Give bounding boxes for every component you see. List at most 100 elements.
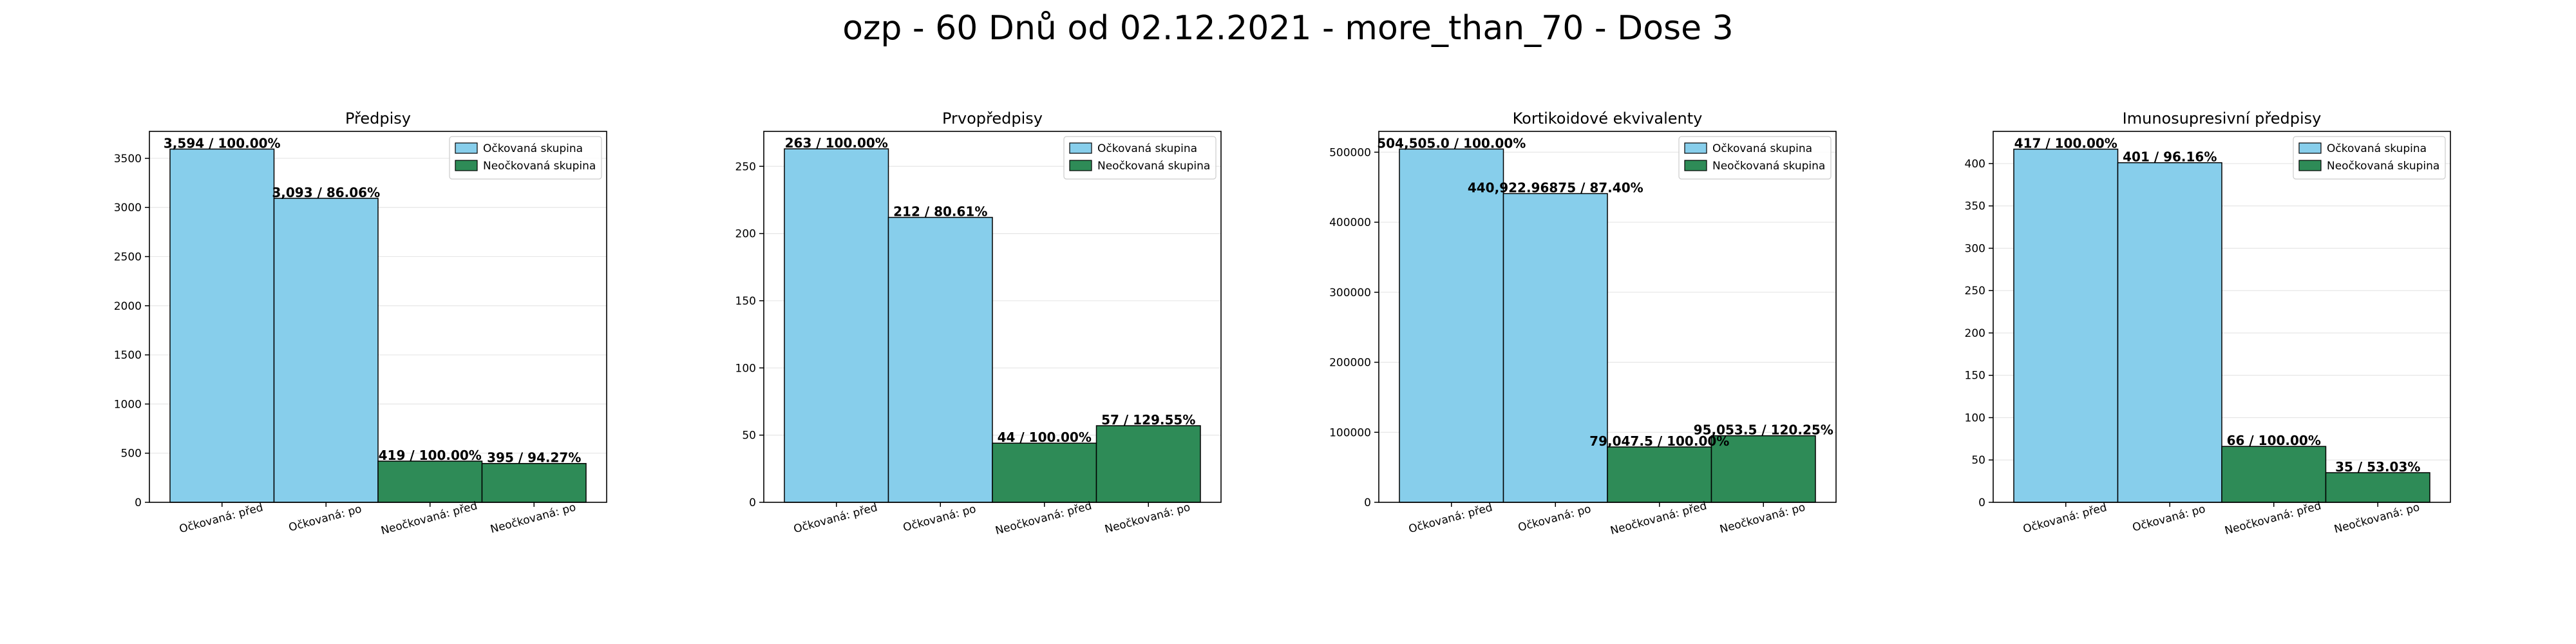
y-tick-label: 150 [735, 295, 756, 308]
legend-label: Očkovaná skupina [1097, 142, 1197, 155]
y-tick-label: 200000 [1329, 357, 1371, 370]
bar[interactable] [887, 216, 993, 503]
x-tick-label: Neočkovaná: před [1609, 500, 1708, 538]
x-tick-label: Očkovaná: před [1407, 501, 1493, 536]
y-tick-label: 250 [1965, 285, 1985, 298]
figure-title: ozp - 60 Dnů od 02.12.2021 - more_than_7… [842, 9, 1734, 48]
data-label: 504,505.0 / 100.00% [1377, 135, 1526, 151]
x-tick-label: Očkovaná: po [1517, 502, 1593, 534]
data-label: 79,047.5 / 100.00% [1589, 433, 1729, 449]
legend-label: Neočkovaná skupina [1712, 160, 1825, 173]
axes-frame [1378, 131, 1837, 503]
x-tick-label: Očkovaná: po [287, 502, 363, 534]
y-tick-label: 150 [1965, 370, 1985, 383]
x-tick-label: Neočkovaná: po [2333, 501, 2421, 536]
bar[interactable] [992, 442, 1097, 503]
data-label: 44 / 100.00% [998, 430, 1092, 445]
bar[interactable] [2221, 446, 2327, 503]
legend: Očkovaná skupina Neočkovaná skupina [1678, 136, 1832, 180]
x-tick-label: Neočkovaná: po [1718, 501, 1806, 536]
legend-label: Neočkovaná skupina [2327, 160, 2439, 173]
data-label: 419 / 100.00% [379, 448, 482, 463]
x-tick-label: Očkovaná: před [178, 501, 264, 536]
bar[interactable] [1502, 193, 1608, 503]
y-tick-label: 350 [1965, 200, 1985, 213]
y-tick-label: 1000 [114, 398, 142, 411]
legend-label: Očkovaná skupina [483, 142, 583, 155]
y-tick-label: 500000 [1329, 146, 1371, 159]
x-tick-label: Očkovaná: před [2022, 501, 2108, 536]
bar[interactable] [1095, 425, 1201, 503]
bar[interactable] [169, 148, 275, 503]
data-label: 212 / 80.61% [893, 204, 987, 220]
data-label: 395 / 94.27% [487, 450, 581, 466]
bar[interactable] [1607, 446, 1712, 503]
legend-swatch [1684, 160, 1707, 171]
data-label: 95,053.5 / 120.25% [1694, 422, 1833, 438]
chart-title: Prvopředpisy [942, 109, 1043, 128]
y-tick-label: 500 [121, 448, 142, 460]
data-label: 263 / 100.00% [785, 135, 888, 151]
y-tick-label: 400000 [1329, 216, 1371, 229]
y-tick-label: 300000 [1329, 287, 1371, 299]
chart-panel-3: Kortikoidové ekvivalenty 0 100000 200000 300… [1329, 109, 1837, 538]
legend-swatch [455, 160, 478, 171]
x-tick-label: Očkovaná: před [792, 501, 878, 536]
y-tick-label: 250 [735, 160, 756, 173]
bar[interactable] [273, 198, 379, 503]
bar[interactable] [2013, 148, 2119, 503]
y-tick-label: 200 [1965, 327, 1985, 340]
legend-label: Očkovaná skupina [1712, 142, 1812, 155]
x-tick-label: Neočkovaná: po [489, 501, 577, 536]
legend-box [449, 136, 602, 180]
y-tick-label: 2500 [114, 251, 142, 263]
y-tick-label: 200 [735, 228, 756, 241]
bar[interactable] [2117, 162, 2222, 503]
data-label: 35 / 53.03% [2335, 459, 2420, 475]
data-label: 57 / 129.55% [1101, 412, 1195, 428]
y-tick-label: 50 [742, 430, 756, 442]
legend: Očkovaná skupina Neočkovaná skupina [2293, 136, 2446, 180]
x-tick-label: Neočkovaná: před [2223, 500, 2322, 538]
legend-label: Neočkovaná skupina [483, 160, 596, 173]
x-tick-label: Neočkovaná: před [379, 500, 478, 538]
y-tick-label: 1500 [114, 349, 142, 362]
axes-frame [149, 131, 607, 503]
y-tick-label: 2000 [114, 300, 142, 313]
x-tick-label: Neočkovaná: před [994, 500, 1093, 538]
chart-panel-1: Předpisy 0 500 1000 1500 2000 2500 3000 3500 3,59… [114, 109, 607, 538]
y-tick-label: 3500 [114, 153, 142, 166]
y-tick-label: 50 [1971, 454, 1985, 467]
bar[interactable] [784, 148, 889, 503]
y-tick-label: 0 [135, 497, 142, 509]
data-label: 417 / 100.00% [2014, 136, 2117, 151]
data-label: 3,594 / 100.00% [164, 135, 281, 151]
legend-swatch [1684, 142, 1707, 154]
x-tick-label: Očkovaná: po [2131, 502, 2207, 534]
legend: Očkovaná skupina Neočkovaná skupina [1063, 136, 1217, 180]
data-label: 401 / 96.16% [2123, 149, 2217, 165]
bar[interactable] [1399, 148, 1504, 503]
axes-frame [763, 131, 1222, 503]
chart-title: Předpisy [345, 109, 411, 128]
legend-box [1063, 136, 1217, 180]
y-tick-label: 0 [1978, 497, 1985, 509]
bar[interactable] [481, 462, 587, 503]
chart-title: Kortikoidové ekvivalenty [1513, 109, 1703, 128]
chart-panel-4: Imunosupresivní předpisy 0 50 100 150 200 250 3… [1965, 109, 2451, 538]
legend-swatch [2298, 160, 2322, 171]
y-tick-label: 400 [1965, 158, 1985, 171]
bar[interactable] [2325, 472, 2430, 503]
chart-panel-2: Prvopředpisy 0 50 100 150 200 250 263 / 100.00%… [735, 109, 1222, 538]
bar[interactable] [377, 460, 483, 503]
data-label: 66 / 100.00% [2227, 433, 2321, 448]
bar[interactable] [1710, 435, 1816, 503]
legend-swatch [2298, 142, 2322, 154]
legend-box [1678, 136, 1832, 180]
legend-box [2293, 136, 2446, 180]
y-tick-label: 100000 [1329, 426, 1371, 439]
legend-label: Neočkovaná skupina [1097, 160, 1210, 173]
y-tick-label: 100 [735, 362, 756, 375]
y-tick-label: 3000 [114, 202, 142, 214]
